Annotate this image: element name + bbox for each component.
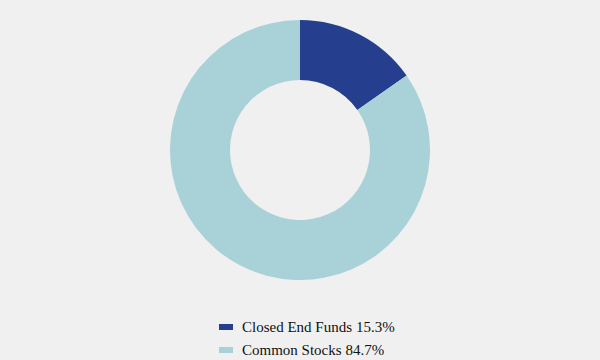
- background: [0, 0, 600, 360]
- legend-label: Closed End Funds15.3%: [242, 319, 395, 335]
- legend-value: 84.7%: [346, 342, 385, 358]
- legend: Closed End Funds15.3% Common Stocks84.7%: [219, 319, 395, 358]
- legend-category: Common Stocks: [242, 342, 342, 358]
- legend-swatch: [219, 324, 233, 330]
- slice: [170, 20, 430, 280]
- legend-category: Closed End Funds: [242, 319, 352, 335]
- legend-label: Common Stocks84.7%: [242, 342, 384, 358]
- chart: Closed End Funds15.3% Common Stocks84.7%: [0, 0, 600, 360]
- slices: [170, 20, 430, 280]
- legend-value: 15.3%: [356, 319, 395, 335]
- legend-swatch: [219, 347, 233, 353]
